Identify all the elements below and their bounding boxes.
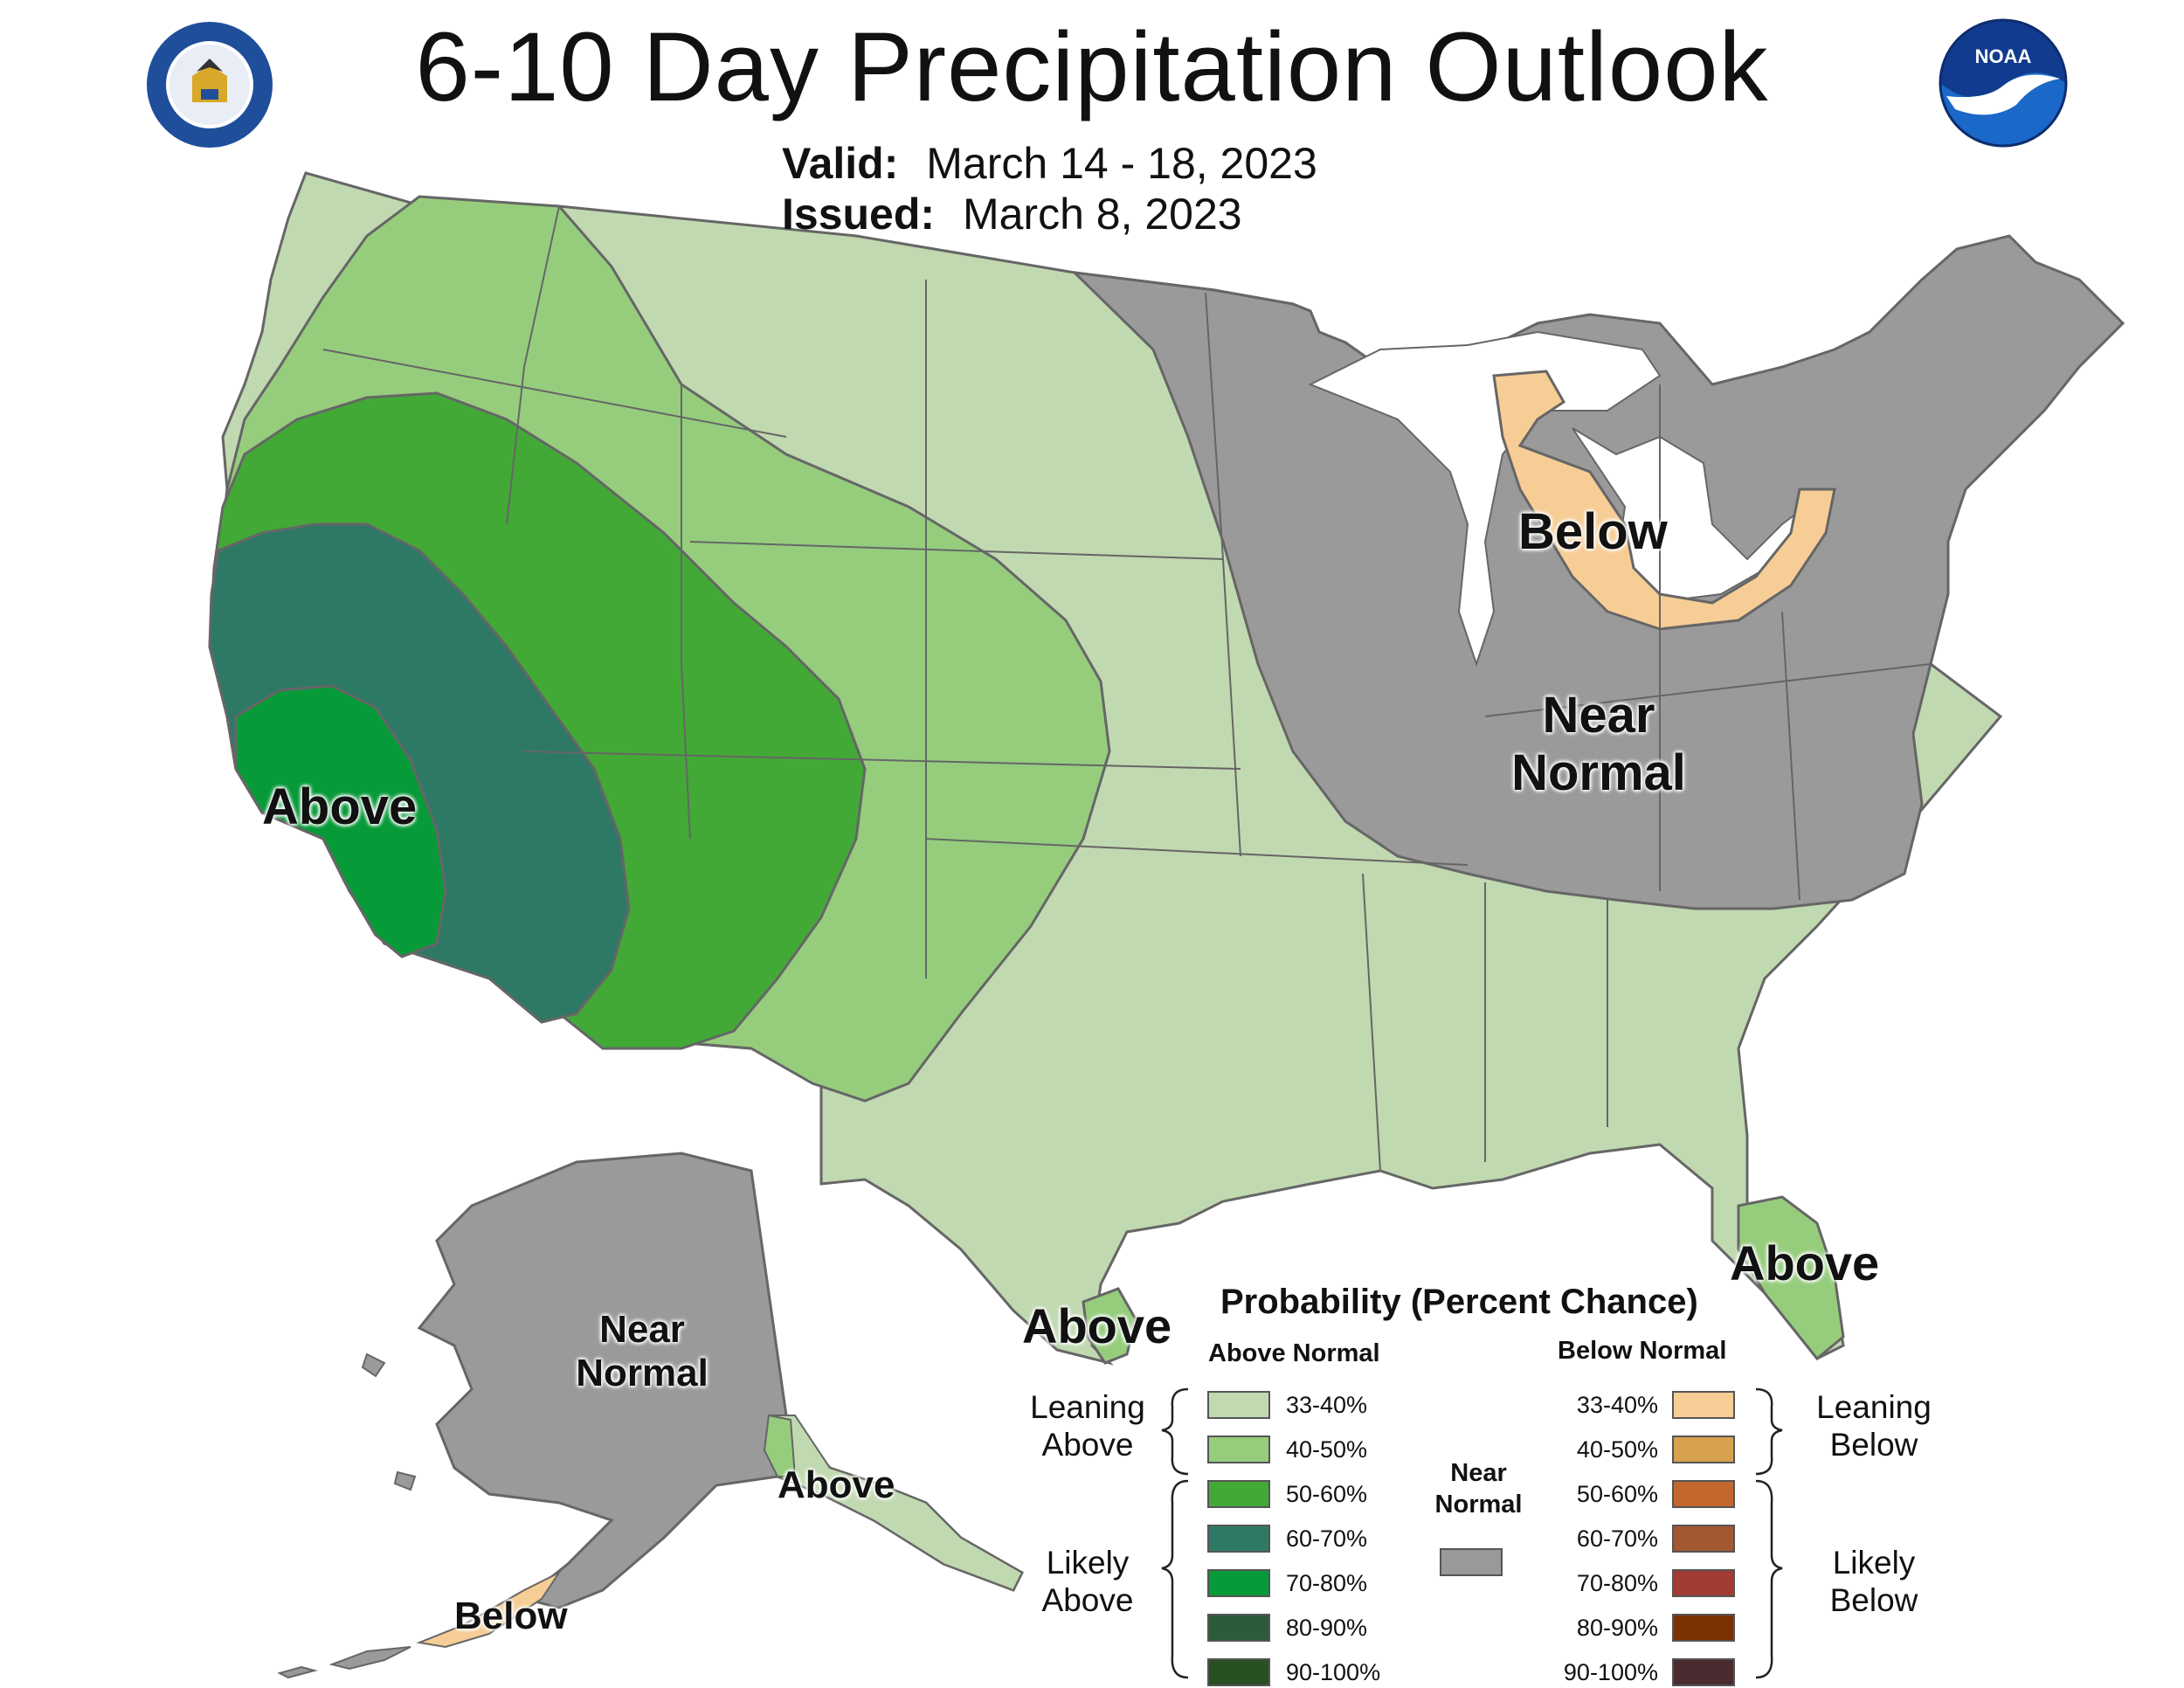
west-70-80-region <box>234 684 447 958</box>
legend-below-swatch <box>1672 1525 1735 1553</box>
legend-above-row: 90-100% <box>1207 1658 1380 1686</box>
legend-below-row: 60-70% <box>1555 1525 1735 1553</box>
legend-above-swatch <box>1207 1435 1270 1463</box>
state-boundaries <box>322 205 1932 1172</box>
legend-above-swatch <box>1207 1658 1270 1686</box>
legend-below-header: Below Normal <box>1558 1337 1727 1365</box>
legend-below-label: 80-90% <box>1576 1614 1658 1641</box>
legend-above-swatch <box>1207 1614 1270 1642</box>
legend-above-header: Above Normal <box>1208 1339 1380 1367</box>
likely-below-line1: Likely <box>1832 1545 1916 1581</box>
map-label-west: Above <box>262 778 418 835</box>
legend-below-row: 70-80% <box>1555 1569 1735 1597</box>
issued-line: Issued: March 8, 2023 <box>782 189 1242 239</box>
department-of-commerce-seal-icon <box>147 22 273 148</box>
issued-label: Issued: <box>782 190 936 239</box>
map-label-east-line1: Near <box>1542 687 1655 744</box>
legend-below-label: 50-60% <box>1576 1480 1658 1507</box>
legend-above-row: 50-60% <box>1207 1480 1367 1508</box>
legend-near-line2: Normal <box>1434 1491 1523 1519</box>
legend-above-label: 40-50% <box>1286 1435 1368 1463</box>
legend-group-likely-below: Likely Below <box>1795 1545 1952 1619</box>
likely-below-line2: Below <box>1829 1581 1918 1618</box>
legend-above-label: 60-70% <box>1286 1525 1368 1552</box>
leaning-below-line2: Below <box>1829 1426 1918 1463</box>
legend-above-row: 80-90% <box>1207 1614 1367 1642</box>
legend-right-braces <box>1755 1387 1783 1679</box>
noaa-logo-icon: NOAA <box>1939 18 2068 148</box>
legend-below-row: 33-40% <box>1555 1391 1735 1419</box>
valid-label: Valid: <box>782 139 899 188</box>
legend-above-label: 70-80% <box>1286 1569 1368 1596</box>
legend-above-swatch <box>1207 1525 1270 1553</box>
legend-above-label: 50-60% <box>1286 1480 1368 1507</box>
map-label-alaska-line1: Near <box>599 1308 685 1351</box>
legend-above-row: 33-40% <box>1207 1391 1367 1419</box>
legend-below-label: 70-80% <box>1576 1569 1658 1596</box>
noaa-logo-text: NOAA <box>1975 45 2032 67</box>
great-lakes-leaning-below-region <box>1492 370 1836 631</box>
legend-below-row: 80-90% <box>1555 1614 1735 1642</box>
page-title: 6-10 Day Precipitation Outlook <box>415 12 1769 121</box>
map-label-florida-above: Above <box>1730 1235 1880 1290</box>
legend-group-leaning-above: Leaning Above <box>1013 1389 1162 1463</box>
leaning-above-line2: Above <box>1041 1426 1134 1463</box>
map-label-alaska-line2: Normal <box>576 1352 708 1394</box>
legend-above-row: 70-80% <box>1207 1569 1367 1597</box>
alaska-40-50-region <box>763 1414 797 1477</box>
legend-below-row: 90-100% <box>1555 1658 1735 1686</box>
legend-above-swatch <box>1207 1391 1270 1419</box>
map-label-alaska-near-normal: Near Normal <box>559 1311 725 1393</box>
legend-below-row: 50-60% <box>1555 1480 1735 1508</box>
likely-above-line1: Likely <box>1046 1545 1130 1581</box>
legend-above-label: 33-40% <box>1286 1391 1368 1418</box>
legend-below-row: 40-50% <box>1555 1435 1735 1463</box>
likely-above-line2: Above <box>1041 1581 1134 1618</box>
legend-below-swatch <box>1672 1569 1735 1597</box>
legend-above-swatch <box>1207 1480 1270 1508</box>
legend-below-swatch <box>1672 1480 1735 1508</box>
legend-near-line1: Near <box>1450 1459 1507 1487</box>
legend-below-label: 90-100% <box>1563 1658 1658 1685</box>
legend-below-swatch <box>1672 1614 1735 1642</box>
leaning-above-line1: Leaning <box>1030 1389 1145 1425</box>
legend-above-row: 40-50% <box>1207 1435 1367 1463</box>
map-label-east-near-normal: Near Normal <box>1503 690 1695 799</box>
legend-below-swatch <box>1672 1658 1735 1686</box>
texas-40-50-region <box>1082 1287 1137 1365</box>
legend-near-normal-label: Near Normal <box>1424 1457 1533 1521</box>
legend-below-label: 33-40% <box>1576 1391 1658 1418</box>
legend-left-braces <box>1161 1387 1189 1679</box>
legend-above-swatch <box>1207 1569 1270 1597</box>
florida-40-50-region <box>1737 1195 1845 1361</box>
legend-below-swatch <box>1672 1391 1735 1419</box>
legend-above-row: 60-70% <box>1207 1525 1367 1553</box>
alaska-leaning-below-region <box>416 1570 562 1649</box>
legend-below-label: 60-70% <box>1576 1525 1658 1552</box>
alaska-leaning-above-region <box>767 1415 1024 1592</box>
issued-date: March 8, 2023 <box>962 190 1242 239</box>
map-label-alaska-sw-below: Below <box>454 1595 568 1637</box>
legend-group-likely-above: Likely Above <box>1013 1545 1162 1619</box>
legend-title: Probability (Percent Chance) <box>1220 1283 1698 1321</box>
legend-below-label: 40-50% <box>1576 1435 1658 1463</box>
leaning-below-line1: Leaning <box>1816 1389 1932 1425</box>
valid-dates: March 14 - 18, 2023 <box>926 139 1317 188</box>
legend-near-normal-swatch <box>1440 1548 1503 1576</box>
valid-line: Valid: March 14 - 18, 2023 <box>782 138 1317 189</box>
map-label-east-line2: Normal <box>1511 744 1686 801</box>
legend-above-label: 90-100% <box>1286 1658 1381 1685</box>
map-label-texas-above: Above <box>1022 1298 1172 1353</box>
legend-group-leaning-below: Leaning Below <box>1795 1389 1952 1463</box>
legend-below-swatch <box>1672 1435 1735 1463</box>
alaska-islands <box>277 1352 417 1679</box>
legend-above-label: 80-90% <box>1286 1614 1368 1641</box>
map-label-great-lakes-below: Below <box>1518 503 1668 560</box>
map-label-alaska-se-above: Above <box>778 1463 895 1506</box>
